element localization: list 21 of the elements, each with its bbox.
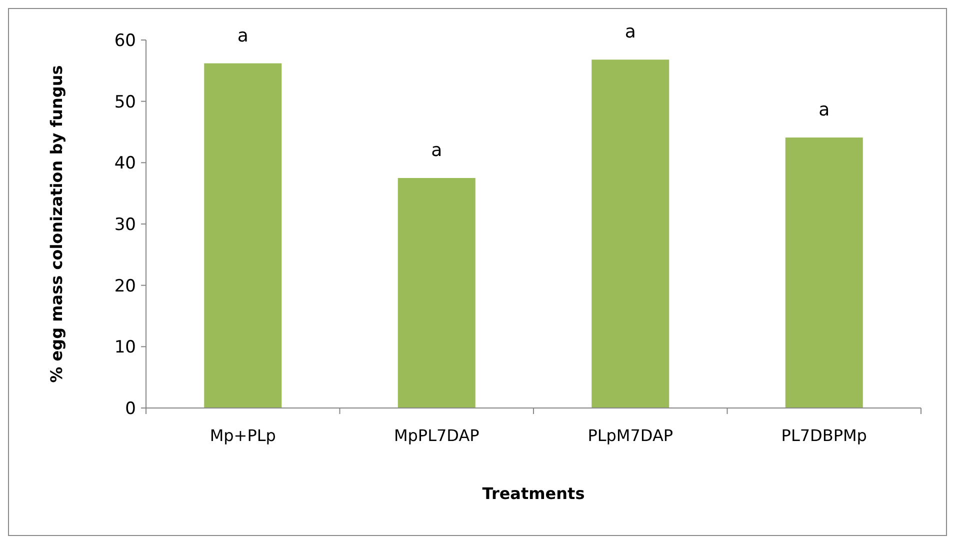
y-tick-label: 40 <box>114 154 136 174</box>
y-tick-label: 60 <box>114 30 136 51</box>
y-tick-label: 50 <box>114 92 136 112</box>
bar <box>785 138 863 408</box>
x-tick-label: PL7DBPMp <box>781 426 867 445</box>
y-tick-label: 10 <box>114 338 136 358</box>
x-tick-label: MpPL7DAP <box>394 426 480 445</box>
y-tick-label: 0 <box>125 398 136 419</box>
x-axis-title: Treatments <box>482 484 585 503</box>
annotation: a <box>237 25 248 46</box>
annotation: a <box>624 22 636 43</box>
bar <box>204 63 282 408</box>
x-tick-label: PLpM7DAP <box>588 426 674 445</box>
y-tick-label: 30 <box>114 214 136 235</box>
bar <box>398 178 476 408</box>
y-axis-title: % egg mass colonization by fungus <box>47 65 66 383</box>
annotation: a <box>818 100 830 121</box>
annotation: a <box>431 140 442 161</box>
x-tick-label: Mp+PLp <box>210 426 276 445</box>
y-tick-label: 20 <box>114 276 136 296</box>
bar <box>592 60 670 408</box>
